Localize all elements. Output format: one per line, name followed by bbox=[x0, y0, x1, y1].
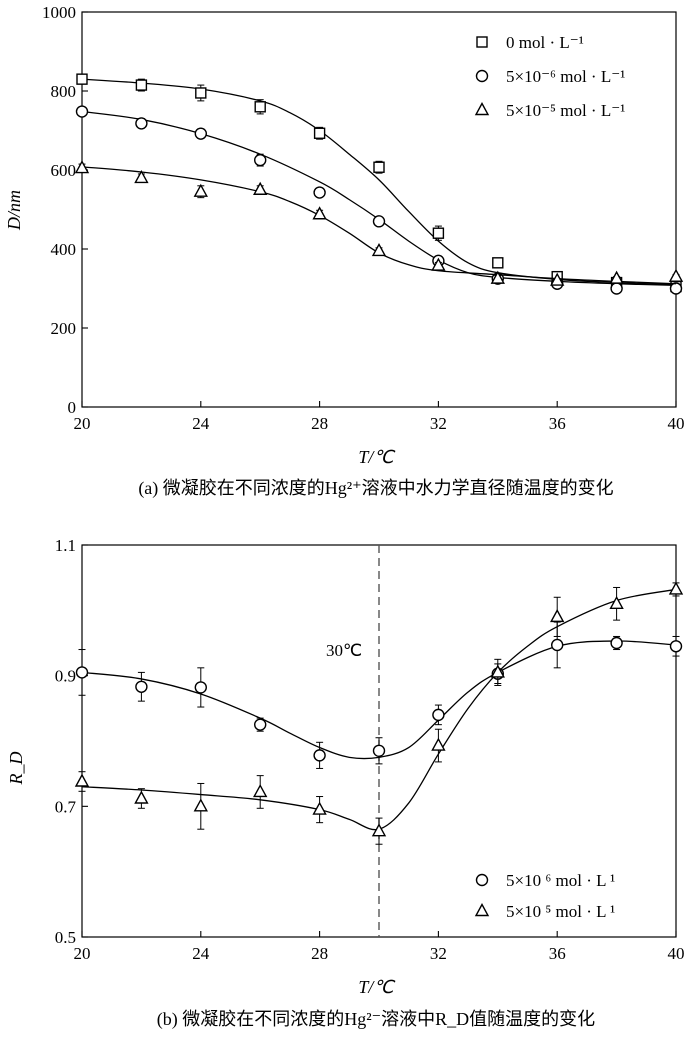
chartB-legend-marker-triangle bbox=[474, 903, 490, 917]
chartA-ytick-label: 200 bbox=[51, 319, 77, 338]
chartB-point-circle bbox=[610, 636, 623, 650]
chartA-ytick-label: 1000 bbox=[42, 3, 76, 22]
chartA-ytick-label: 800 bbox=[51, 82, 77, 101]
chartA-xtick-label: 36 bbox=[549, 414, 566, 433]
chart-a-xlabel: T/℃ bbox=[358, 447, 395, 467]
chartB-point-circle bbox=[75, 666, 89, 679]
chartA-point-triangle bbox=[193, 183, 208, 197]
chartB-point-circle bbox=[551, 638, 564, 652]
vline-annotation: 30℃ bbox=[326, 641, 362, 660]
chartA-point-square bbox=[313, 127, 326, 139]
chartA-ytick-label: 400 bbox=[51, 240, 77, 259]
chartA-legend-label: 5×10⁻⁶ mol · L⁻¹ bbox=[506, 67, 625, 86]
chartA-ytick-label: 0 bbox=[68, 398, 77, 417]
chart-b-ylabel: R_D bbox=[6, 752, 26, 786]
chart-a-ylabel: D/nm bbox=[4, 190, 24, 231]
chartA-point-circle bbox=[135, 117, 148, 130]
chartA-point-circle bbox=[194, 127, 208, 140]
chartA-point-triangle bbox=[490, 270, 505, 284]
chartA-fit-curve-triangle bbox=[81, 166, 677, 285]
chartB-fit-curve-triangle bbox=[81, 588, 677, 831]
chart-a-caption: (a) 微凝胶在不同浓度的Hg²⁺溶液中水力学直径随温度的变化 bbox=[138, 478, 613, 499]
chartB-point-circle bbox=[432, 708, 445, 722]
chartB-ytick-label: 0.9 bbox=[55, 667, 76, 686]
chartA-point-square bbox=[254, 101, 266, 113]
chart-b-xlabel: T/℃ bbox=[358, 977, 395, 997]
chartB-xtick-label: 20 bbox=[74, 944, 91, 963]
chartB-legend-marker-circle bbox=[475, 873, 489, 887]
chartB-xtick-label: 36 bbox=[549, 944, 566, 963]
chartB-point-circle bbox=[135, 680, 148, 693]
chartB-ytick-label: 0.5 bbox=[55, 928, 76, 947]
chartA-ytick-label: 600 bbox=[51, 161, 77, 180]
chartB-xtick-label: 40 bbox=[668, 944, 685, 963]
chartB-point-triangle bbox=[193, 798, 208, 812]
chartA-xtick-label: 40 bbox=[668, 414, 685, 433]
chartA-point-square bbox=[432, 227, 445, 239]
chartB-ytick-label: 1.1 bbox=[55, 536, 76, 555]
chartA-point-circle bbox=[254, 153, 267, 167]
chartA-point-triangle bbox=[253, 181, 268, 195]
chartB-point-triangle bbox=[668, 581, 684, 595]
chartA-xtick-label: 28 bbox=[311, 414, 328, 433]
chartB-point-triangle bbox=[74, 773, 90, 787]
chartB-point-triangle bbox=[490, 664, 505, 678]
chartB-point-circle bbox=[194, 681, 208, 694]
chartA-point-circle bbox=[372, 215, 386, 228]
chartA-legend-marker-square bbox=[476, 36, 488, 48]
chartA-point-triangle bbox=[134, 169, 149, 184]
chartA-point-triangle bbox=[550, 272, 565, 286]
chartB-legend-label: 5×10 ⁶ mol · L ¹ bbox=[506, 871, 615, 890]
chartB-xtick-label: 32 bbox=[430, 944, 447, 963]
chartA-point-triangle bbox=[74, 160, 90, 174]
chartB-point-triangle bbox=[371, 823, 387, 837]
chartA-fit-curve-circle bbox=[81, 110, 677, 286]
chartA-point-circle bbox=[610, 282, 623, 295]
chartA-point-circle bbox=[75, 105, 89, 118]
chartA-point-square bbox=[373, 161, 385, 173]
chartA-xtick-label: 32 bbox=[430, 414, 447, 433]
chart-b: 20 24 28 32 36 40 0.5 0.7 0.9 1.1 5×10 ⁶ mol · L ¹… bbox=[55, 536, 685, 963]
chartB-xtick-label: 28 bbox=[311, 944, 328, 963]
chartA-xtick-label: 20 bbox=[74, 414, 91, 433]
chartA-point-circle bbox=[313, 186, 326, 199]
chartB-point-triangle bbox=[431, 737, 446, 751]
chartA-point-square bbox=[135, 79, 148, 91]
chartA-point-triangle bbox=[312, 206, 327, 220]
chartB-point-triangle bbox=[609, 595, 624, 609]
chartB-point-triangle bbox=[253, 783, 268, 798]
chartA-legend-marker-circle bbox=[475, 69, 489, 83]
chartB-point-circle bbox=[669, 640, 683, 653]
chartB-point-triangle bbox=[134, 790, 149, 804]
chartA-point-triangle bbox=[371, 243, 387, 257]
chartA-point-triangle bbox=[431, 257, 446, 271]
chartA-point-triangle bbox=[668, 268, 684, 282]
chartA-series-triangle bbox=[74, 160, 684, 286]
chartA-frame bbox=[81, 11, 677, 408]
chartB-ytick-label: 0.7 bbox=[55, 797, 77, 816]
chartB-series-triangle bbox=[74, 581, 684, 845]
chartA-legend-label: 0 mol · L⁻¹ bbox=[506, 33, 584, 52]
chartA-legend-marker-triangle bbox=[474, 102, 490, 116]
chartA-point-triangle bbox=[609, 270, 624, 284]
chartB-point-circle bbox=[372, 744, 386, 757]
chartA-series-circle bbox=[75, 105, 683, 295]
chartA-point-square bbox=[76, 73, 88, 85]
chartA-legend: 0 mol · L⁻¹ 5×10⁻⁶ mol · L⁻¹ 5×10⁻⁵ mol · … bbox=[474, 33, 625, 120]
chartB-point-triangle bbox=[312, 801, 327, 815]
chartA-point-square bbox=[195, 87, 207, 99]
chartA-point-circle bbox=[669, 282, 683, 295]
chartB-point-circle bbox=[254, 718, 267, 731]
chartB-point-triangle bbox=[550, 608, 565, 623]
chartB-legend: 5×10 ⁶ mol · L ¹ 5×10 ⁵ mol · L ¹ bbox=[474, 871, 615, 921]
chartA-xtick-label: 24 bbox=[192, 414, 210, 433]
chart-b-caption: (b) 微凝胶在不同浓度的Hg²⁻溶液中R_D值随温度的变化 bbox=[157, 1009, 595, 1030]
chartB-xtick-label: 24 bbox=[192, 944, 210, 963]
chartA-point-square bbox=[492, 257, 504, 269]
chartB-legend-label: 5×10 ⁵ mol · L ¹ bbox=[506, 902, 615, 921]
chartA-legend-label: 5×10⁻⁵ mol · L⁻¹ bbox=[506, 101, 625, 120]
chartB-point-circle bbox=[313, 749, 326, 762]
